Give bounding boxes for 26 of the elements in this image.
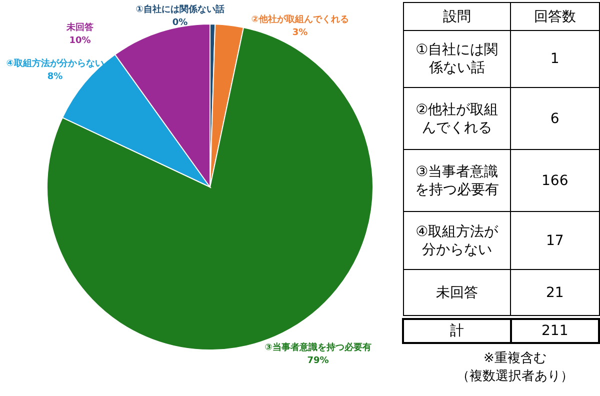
category-label: ③当事者意識を持つ必要有 [403, 150, 511, 212]
text: 設問 [403, 2, 511, 30]
category-label: ①自社には関係ない話 [403, 30, 511, 88]
data-label: 166 [510, 150, 599, 212]
text: ※重複含む [482, 350, 548, 368]
slice-label: ①自社には関係ない話 [136, 4, 224, 15]
slice-label: ②他社が取組んでくれる [251, 14, 349, 25]
data-label: 0% [172, 18, 188, 28]
data-label: 3% [292, 28, 308, 38]
text: 211 [510, 318, 599, 342]
text: 計 [403, 318, 511, 342]
category-label: ②他社が取組んでくれる [403, 88, 511, 150]
category-label: ④取組方法が分からない [403, 212, 511, 270]
text: 回答数 [510, 2, 599, 30]
data-label: 8% [47, 72, 63, 82]
slice-label: 未回答 [66, 22, 94, 33]
data-label: 17 [510, 212, 599, 270]
data-label: 21 [510, 270, 599, 316]
data-label: 10% [69, 36, 91, 46]
data-label: 79% [307, 356, 329, 366]
text: （複数選択者あり） [456, 368, 574, 386]
category-label: 未回答 [403, 270, 511, 316]
data-label: 6 [510, 88, 599, 150]
data-label: 1 [510, 30, 599, 88]
slice-label: ③当事者意識を持つ必要有 [264, 342, 372, 353]
slice-label: ④取組方法が分からない [6, 58, 104, 69]
